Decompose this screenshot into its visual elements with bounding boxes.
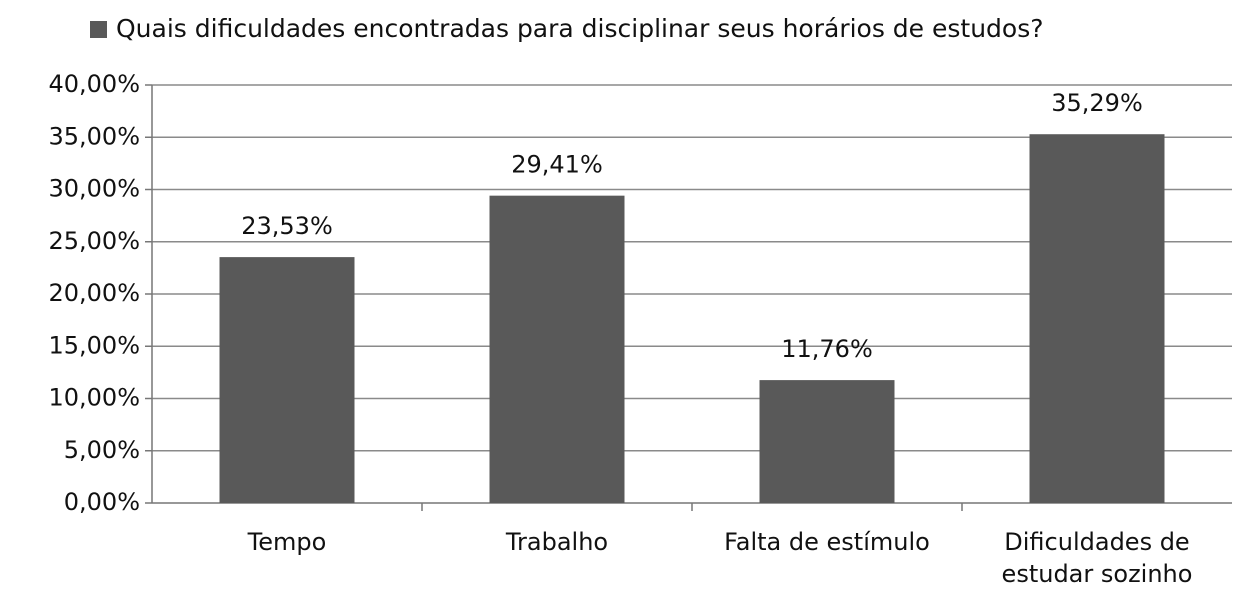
x-tick-label: Falta de estímulo: [724, 528, 930, 556]
bar: [1029, 134, 1165, 504]
bar: [219, 257, 355, 503]
data-label: 35,29%: [1051, 89, 1143, 117]
y-tick-label: 30,00%: [48, 175, 140, 203]
y-tick-label: 5,00%: [64, 436, 140, 464]
y-tick-label: 25,00%: [48, 227, 140, 255]
legend-label: Quais dificuldades encontradas para disc…: [116, 14, 1044, 43]
x-tick-label: Dificuldades de estudar sozinho: [1002, 528, 1193, 588]
y-tick-label: 15,00%: [48, 331, 140, 359]
data-label: 23,53%: [241, 212, 333, 240]
y-tick-label: 20,00%: [48, 279, 140, 307]
legend-swatch: [90, 21, 107, 38]
y-tick-label: 10,00%: [48, 384, 140, 412]
x-tick-label: Tempo: [247, 528, 327, 556]
y-tick-label: 0,00%: [64, 488, 140, 516]
y-tick-label: 35,00%: [48, 122, 140, 150]
x-tick-label: Trabalho: [505, 528, 608, 556]
bar: [489, 195, 625, 503]
data-label: 11,76%: [781, 335, 873, 363]
y-tick-label: 40,00%: [48, 70, 140, 98]
data-label: 29,41%: [511, 151, 603, 179]
bar: [759, 380, 895, 503]
